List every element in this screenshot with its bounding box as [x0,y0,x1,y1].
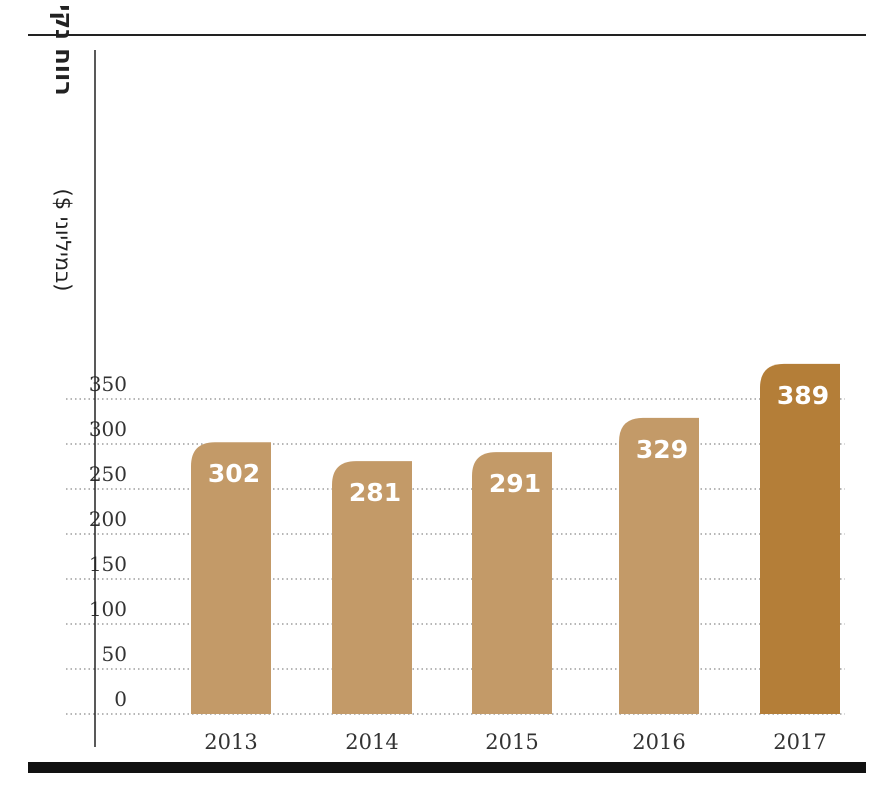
x-tick-label: 2013 [204,730,257,754]
y-tick-label: 50 [102,642,127,666]
bar-value-labels: 302 281 291 329 389 [208,381,829,507]
bar-2016 [619,417,699,714]
x-tick-label: 2016 [632,730,685,754]
bar-value-label: 302 [208,459,260,488]
x-tick-label: 2017 [773,730,826,754]
bar-2017 [760,363,840,714]
bar-value-label: 389 [777,381,829,410]
bar-value-label: 291 [489,469,541,498]
y-axis-title: רווח נקי (במיליוני $) [50,4,78,291]
x-axis-labels: 2013 2014 2015 2016 2017 [204,730,826,754]
y-tick-label: 0 [114,687,127,711]
x-tick-label: 2014 [345,730,398,754]
bar-2013 [191,442,271,714]
y-axis-unit-text: (במיליוני $) [51,189,75,292]
bar-2015 [472,452,552,714]
bar-value-label: 329 [636,435,688,464]
y-axis-title-text: רווח נקי [50,4,78,95]
grid-lines [66,398,845,715]
x-tick-label: 2015 [485,730,538,754]
bars [191,363,840,714]
bar-value-label: 281 [349,478,401,507]
bar-2014 [332,461,412,714]
bottom-bar [28,762,866,773]
